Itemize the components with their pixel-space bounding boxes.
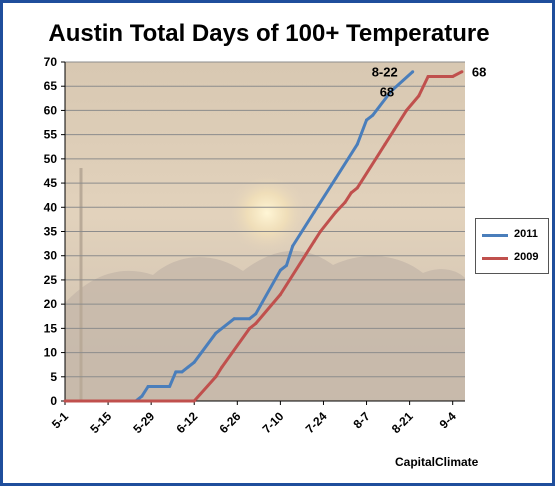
x-tick-label: 7-10	[260, 409, 287, 436]
legend: 2011 2009	[475, 218, 549, 274]
legend-label-2009: 2009	[514, 251, 539, 263]
y-tick-label: 70	[44, 55, 58, 69]
data-point-2009	[392, 128, 396, 132]
data-point-2011	[365, 118, 368, 122]
y-tick-label: 65	[44, 79, 58, 93]
series-line-2009	[65, 70, 463, 403]
y-tick-label: 45	[44, 176, 58, 190]
legend-label-2011: 2011	[514, 228, 538, 240]
data-point-2011	[355, 142, 359, 146]
data-point-2011	[180, 370, 184, 374]
data-point-2009	[214, 375, 218, 379]
chart-svg: 0 5 10 15 20 25 30 35 40 45 50 55 60 65 70 5-1 5-15 5-29 6…	[44, 55, 487, 436]
data-point-2009	[405, 108, 408, 112]
y-tick-label: 15	[44, 321, 58, 335]
data-point-2009	[248, 326, 252, 330]
y-tick-label: 5	[50, 370, 57, 384]
data-point-2011	[146, 385, 150, 388]
data-point-2011	[389, 89, 393, 93]
data-point-2011	[291, 244, 295, 248]
data-point-2011	[334, 176, 338, 180]
data-point-2009	[334, 210, 338, 214]
data-point-2011	[285, 263, 288, 267]
data-point-2011	[168, 385, 172, 388]
y-tick-label: 25	[44, 273, 58, 287]
data-point-2009	[318, 230, 322, 233]
y-tick-label: 20	[44, 297, 58, 311]
data-point-2011	[371, 113, 375, 117]
data-point-2011	[254, 312, 258, 316]
x-tick-label: 5-29	[130, 409, 157, 436]
data-point-2009	[278, 293, 282, 296]
data-point-2011	[248, 317, 252, 321]
data-point-2009	[383, 142, 387, 146]
y-tick-label: 50	[44, 152, 58, 166]
x-tick-label: 5-15	[87, 409, 114, 436]
data-point-2011	[140, 394, 144, 398]
data-point-2009	[220, 365, 224, 369]
data-point-2011	[411, 70, 415, 74]
data-point-2011	[214, 331, 218, 335]
data-point-2009	[192, 399, 196, 403]
data-point-2011	[186, 365, 190, 369]
data-point-2009	[426, 75, 430, 78]
data-point-2009	[343, 200, 347, 204]
x-tick-label: 8-7	[350, 409, 372, 431]
legend-swatch-2011	[482, 234, 508, 237]
data-point-2009	[63, 399, 67, 403]
data-point-2011	[278, 268, 282, 272]
data-point-2009	[349, 191, 353, 195]
x-tick-label: 6-26	[217, 409, 244, 436]
data-point-2009	[312, 239, 316, 243]
data-point-2009	[355, 186, 359, 190]
y-tick-label: 0	[50, 394, 57, 408]
annotation-value-2009: 68	[472, 65, 486, 80]
chart-title: Austin Total Days of 100+ Temperature	[48, 20, 490, 47]
data-point-2011	[312, 210, 316, 214]
data-point-2011	[232, 317, 236, 321]
data-point-2009	[417, 94, 421, 98]
data-point-2011	[192, 360, 196, 364]
y-tick-label: 10	[44, 346, 58, 360]
data-point-2009	[451, 75, 455, 78]
data-point-2009	[254, 322, 258, 325]
x-tick-label: 6-12	[173, 409, 200, 436]
data-point-2011	[174, 370, 178, 374]
x-tick-label: 7-24	[303, 409, 330, 436]
y-tick-label: 40	[44, 200, 58, 214]
x-tick-label: 9-4	[437, 409, 459, 431]
annotation-value-2011: 68	[380, 85, 394, 100]
data-point-2009	[460, 70, 464, 74]
y-tick-label: 55	[44, 128, 58, 142]
x-tick-label: 8-21	[389, 409, 416, 436]
x-tick-label: 5-1	[49, 409, 71, 431]
credit-label: CapitalClimate	[395, 455, 479, 469]
annotation-date-2011: 8-22	[372, 65, 398, 80]
legend-swatch-2009	[482, 257, 508, 260]
y-tick-label: 35	[44, 225, 58, 239]
y-tick-label: 30	[44, 249, 58, 263]
y-tick-label: 60	[44, 103, 58, 117]
